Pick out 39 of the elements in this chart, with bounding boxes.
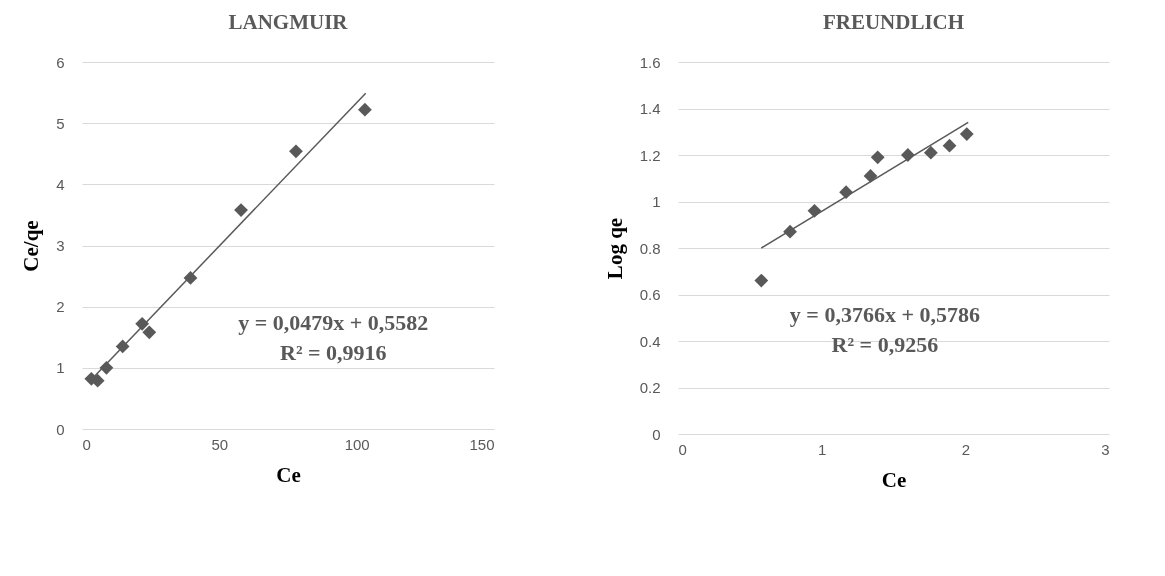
annotation: y = 0,3766x + 0,5786 [789, 301, 980, 327]
annotation: R² = 0,9916 [280, 339, 387, 365]
y-tick-label: 6 [56, 53, 65, 71]
y-tick-label: 2 [56, 298, 65, 316]
annotation: y = 0,0479x + 0,5582 [238, 309, 429, 335]
x-tick-label: 2 [961, 440, 971, 458]
y-tick-label: 0.2 [639, 379, 661, 396]
y-tick-label: 1 [652, 193, 661, 210]
y-tick-label: 1.6 [639, 53, 661, 71]
chart-title: LANGMUIR [228, 10, 349, 34]
chart-title: FREUNDLICH [822, 10, 965, 34]
y-tick-label: 1.4 [639, 100, 661, 117]
y-tick-label: 4 [56, 175, 65, 193]
point [870, 150, 885, 165]
x-axis-title: Ce [276, 462, 301, 487]
x-tick-label: 1 [817, 440, 827, 458]
point [863, 169, 878, 183]
x-tick-label: 50 [211, 435, 229, 453]
y-tick-label: 0.8 [639, 239, 661, 257]
y-tick-label: 1 [56, 359, 65, 377]
y-tick-label: 5 [56, 114, 65, 132]
y-tick-label: 1.2 [639, 146, 661, 164]
x-tick-label: 100 [344, 435, 370, 453]
x-tick-label: 0 [678, 440, 687, 458]
point [754, 273, 769, 288]
y-tick-label: 3 [56, 237, 65, 254]
y-tick-label: 0 [56, 420, 65, 438]
x-axis-title: Ce [881, 467, 907, 492]
point [942, 138, 957, 153]
point [959, 127, 974, 141]
y-tick-label: 0.6 [639, 286, 661, 303]
x-tick-label: 3 [1101, 440, 1110, 458]
x-tick-label: 150 [469, 435, 495, 453]
annotation: R² = 0,9256 [831, 331, 939, 357]
y-tick-label: 0.4 [639, 332, 661, 350]
x-tick-label: 0 [82, 435, 91, 453]
y-axis-title: Log qe [602, 217, 627, 280]
y-axis-title: Ce/qe [19, 220, 44, 272]
point [923, 145, 938, 160]
